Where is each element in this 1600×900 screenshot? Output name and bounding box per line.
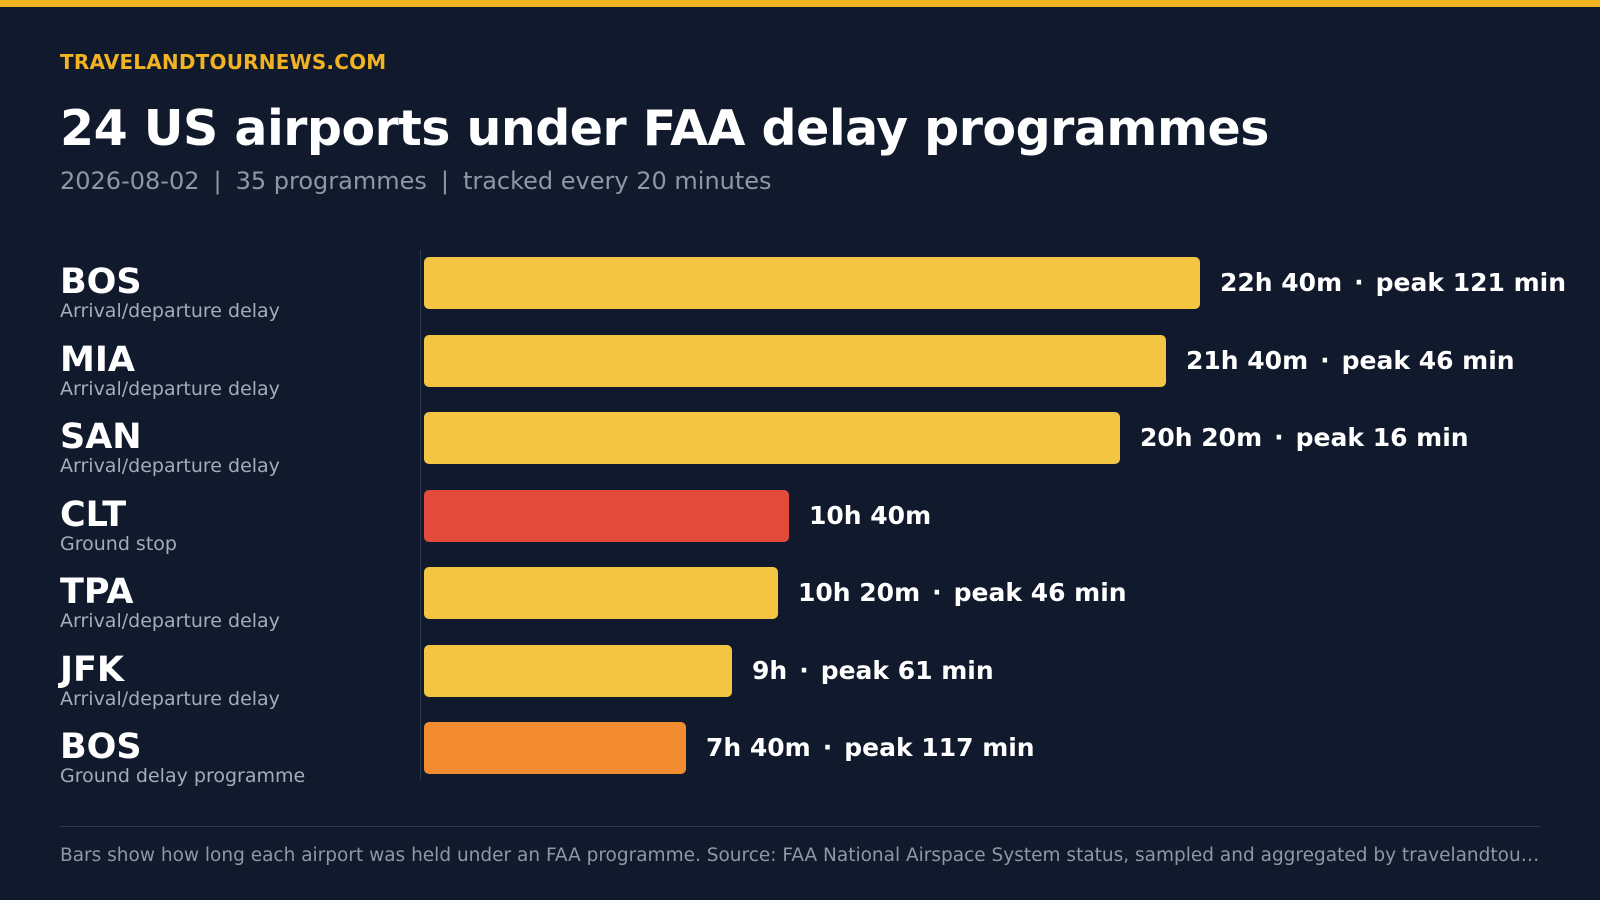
peak-delay-text: peak 16 min bbox=[1295, 423, 1469, 452]
program-type-label: Ground delay programme bbox=[60, 765, 306, 787]
peak-delay-text: peak 121 min bbox=[1375, 268, 1566, 297]
program-type-label: Arrival/departure delay bbox=[60, 300, 280, 322]
program-type-label: Arrival/departure delay bbox=[60, 610, 280, 632]
top-accent-stripe bbox=[0, 0, 1600, 7]
footer-divider bbox=[60, 826, 1540, 827]
duration-text: 7h 40m bbox=[706, 733, 811, 762]
airport-code-label: CLT bbox=[60, 494, 127, 535]
duration-bar bbox=[424, 412, 1120, 464]
brand-name: TRAVELANDTOURNEWS.COM bbox=[60, 50, 387, 74]
duration-bar bbox=[424, 644, 732, 697]
duration-text: 10h 40m bbox=[809, 500, 932, 530]
value-separator: · bbox=[1274, 423, 1284, 452]
bar-value-label: 10h 40m bbox=[809, 490, 931, 542]
subtitle-separator: | bbox=[213, 167, 222, 195]
page-title: 24 US airports under FAA delay programme… bbox=[60, 100, 1269, 157]
bar-value-label: 20h 20m · peak 16 min bbox=[1140, 412, 1469, 464]
program-type-label: Arrival/departure delay bbox=[60, 455, 280, 477]
program-type-label: Ground stop bbox=[60, 532, 177, 555]
duration-bar bbox=[424, 257, 1200, 309]
airport-code-label: BOS bbox=[60, 262, 142, 302]
value-separator: · bbox=[1320, 345, 1330, 375]
bar-value-label: 21h 40m · peak 46 min bbox=[1186, 335, 1515, 387]
chart-baseline bbox=[420, 250, 421, 780]
bar-value-label: 22h 40m · peak 121 min bbox=[1220, 257, 1566, 309]
duration-text: 22h 40m bbox=[1220, 268, 1343, 297]
peak-delay-text: peak 46 min bbox=[953, 578, 1127, 607]
duration-bar bbox=[424, 567, 778, 619]
airport-code-label: SAN bbox=[60, 417, 142, 457]
value-separator: · bbox=[1354, 268, 1364, 297]
subtitle-separator: | bbox=[440, 167, 449, 195]
duration-bar bbox=[424, 489, 789, 542]
duration-text: 9h bbox=[752, 655, 788, 685]
duration-text: 21h 40m bbox=[1186, 345, 1309, 375]
duration-text: 20h 20m bbox=[1140, 423, 1263, 452]
footnote: Bars show how long each airport was held… bbox=[60, 845, 1540, 866]
value-separator: · bbox=[932, 578, 942, 607]
duration-text: 10h 20m bbox=[798, 578, 921, 607]
program-type-label: Arrival/departure delay bbox=[60, 687, 280, 710]
duration-bar bbox=[424, 722, 686, 774]
peak-delay-text: peak 117 min bbox=[844, 733, 1035, 762]
subtitle-date: 2026-08-02 bbox=[60, 167, 200, 195]
bar-value-label: 9h · peak 61 min bbox=[752, 645, 994, 697]
subtitle: 2026-08-02 | 35 programmes | tracked every 2… bbox=[60, 167, 772, 195]
airport-code-label: TPA bbox=[60, 572, 134, 612]
peak-delay-text: peak 46 min bbox=[1341, 345, 1515, 375]
duration-bar bbox=[424, 334, 1166, 387]
peak-delay-text: peak 61 min bbox=[820, 655, 994, 685]
airport-code-label: MIA bbox=[60, 339, 135, 380]
airport-code-label: BOS bbox=[60, 727, 142, 767]
subtitle-programmes: 35 programmes bbox=[235, 167, 427, 195]
value-separator: · bbox=[799, 655, 809, 685]
program-type-label: Arrival/departure delay bbox=[60, 377, 280, 400]
subtitle-cadence: tracked every 20 minutes bbox=[462, 167, 772, 195]
bar-value-label: 7h 40m · peak 117 min bbox=[706, 722, 1035, 774]
value-separator: · bbox=[822, 733, 833, 762]
airport-code-label: JFK bbox=[60, 649, 125, 690]
bar-value-label: 10h 20m · peak 46 min bbox=[798, 567, 1127, 619]
